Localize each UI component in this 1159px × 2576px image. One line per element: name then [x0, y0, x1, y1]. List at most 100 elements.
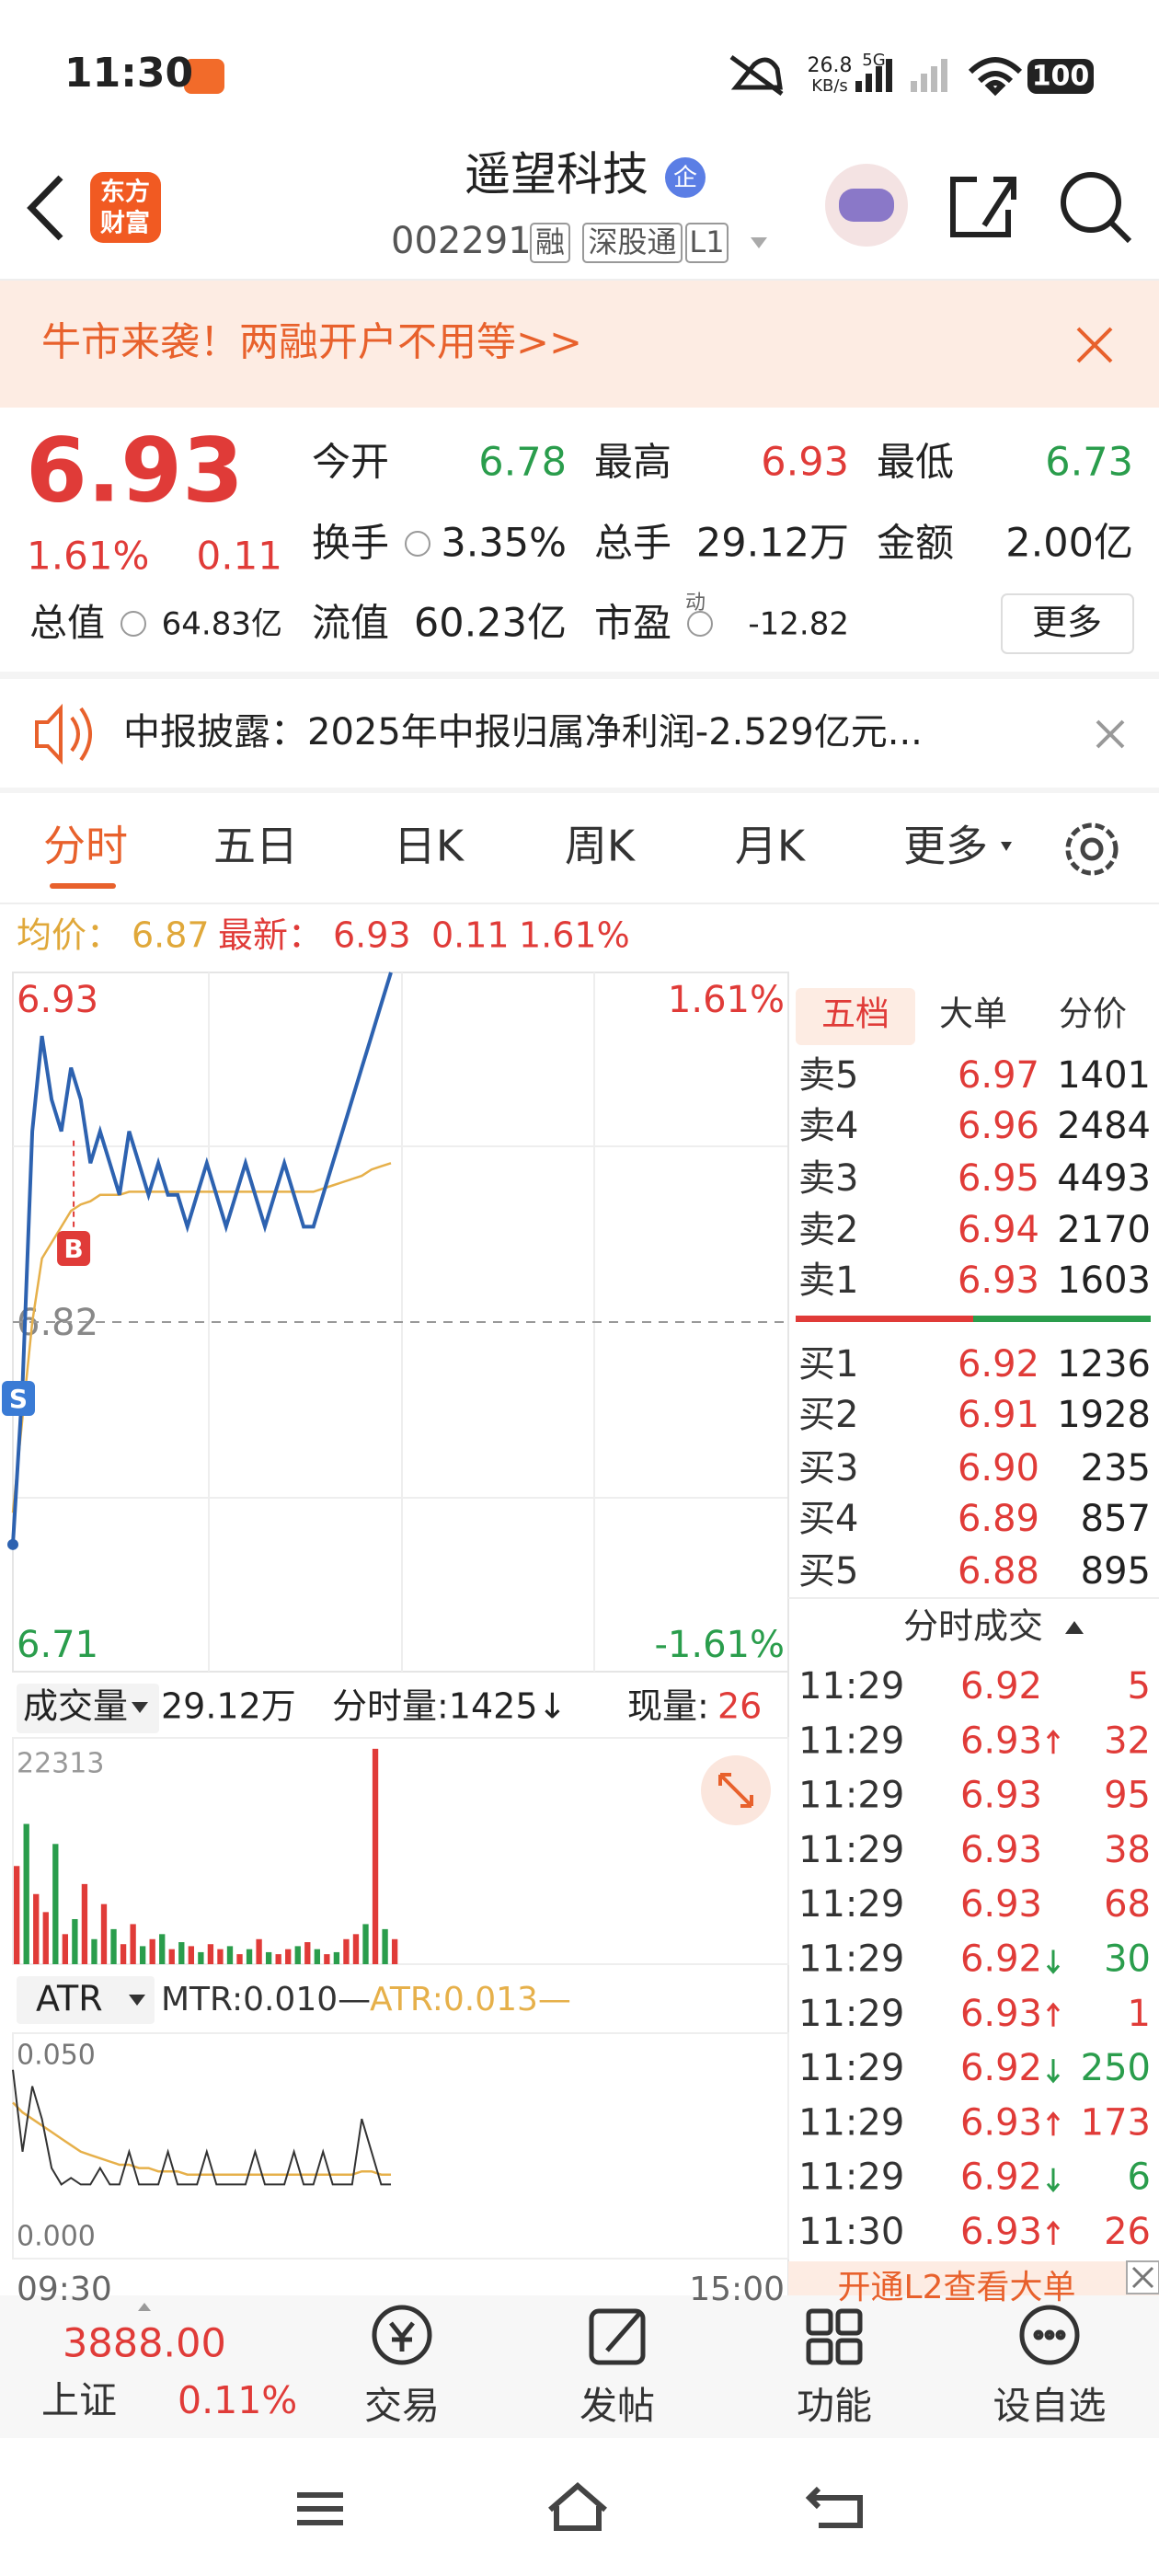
trade-arrow	[1046, 2168, 1061, 2193]
atr-value-label: ATR:0.013—	[370, 1981, 571, 2018]
trade-arrow	[1046, 2220, 1061, 2245]
net-speed-unit: KB/s	[811, 76, 848, 96]
info-item: 最新：	[218, 915, 323, 956]
trade-time: 11:29	[798, 1775, 904, 1817]
book-volume: 895	[1081, 1550, 1151, 1593]
tab[interactable]: 月K	[735, 822, 807, 871]
book-level: 卖4	[798, 1105, 858, 1147]
expand-button[interactable]	[701, 1755, 771, 1825]
tab[interactable]: 更多	[903, 822, 988, 871]
volume-label[interactable]: 成交量	[23, 1686, 128, 1727]
settings-button[interactable]	[1065, 822, 1119, 876]
info-item: 6.93	[333, 915, 411, 956]
volume-bar	[100, 1903, 108, 1964]
info-item: 6.87	[132, 915, 210, 956]
book-price: 6.94	[958, 1209, 1039, 1251]
sort-arrow[interactable]	[1065, 1621, 1084, 1634]
tab[interactable]: 分时	[43, 822, 128, 871]
volume-select[interactable]	[17, 1684, 159, 1733]
volume-bar	[265, 1951, 272, 1964]
trade-time: 11:29	[798, 1883, 904, 1926]
trade-volume: 32	[1104, 1719, 1151, 1762]
tag: 融	[535, 224, 565, 259]
trade-time: 11:29	[798, 2101, 904, 2144]
current-volume: 26	[717, 1686, 762, 1727]
signal-icon	[855, 59, 892, 92]
dropdown-arrow[interactable]	[751, 237, 767, 248]
tab[interactable]: 五日	[213, 822, 298, 871]
last-price: 6.93	[26, 419, 244, 522]
start-dot	[7, 1538, 18, 1550]
tab[interactable]: 周K	[565, 822, 637, 871]
volume-bar	[343, 1938, 350, 1964]
more-button[interactable]	[1001, 593, 1134, 654]
tag-box	[685, 223, 729, 263]
volume-bar	[275, 1954, 281, 1964]
field-value: 6.73	[1045, 440, 1133, 486]
pct-label: -1.61%	[654, 1624, 785, 1666]
book-level: 买1	[798, 1343, 858, 1386]
minute-volume: 分时量:1425↓	[332, 1686, 567, 1727]
change: 0.11	[196, 534, 282, 579]
tag: 深股通	[588, 224, 676, 259]
info-item: 1.61%	[519, 915, 630, 956]
banner-text[interactable]: 牛市来袭！两融开户不用等>>	[41, 320, 582, 366]
trade-time: 11:29	[798, 1665, 904, 1708]
field-label: 市盈	[594, 601, 671, 646]
field-sup: 动	[685, 592, 706, 615]
nav-item[interactable]: 设自选	[993, 2384, 1107, 2428]
trade-arrow	[1046, 1729, 1061, 1754]
tag: L1	[689, 224, 724, 259]
book-level: 买4	[798, 1498, 858, 1540]
trade-volume: 173	[1081, 2101, 1151, 2144]
tag-box	[530, 223, 570, 263]
book-price: 6.88	[958, 1550, 1039, 1593]
volume-bar	[246, 1949, 253, 1964]
notice-text[interactable]: 中报披露：2025年中报归属净利润-2.529亿元...	[123, 711, 923, 753]
trade-volume: 30	[1104, 1938, 1151, 1981]
nav-item[interactable]: 交易	[364, 2384, 440, 2428]
nav-item[interactable]: 功能	[797, 2384, 872, 2428]
volume-bar	[285, 1949, 292, 1964]
volume-bar	[168, 1949, 175, 1964]
atr-select[interactable]	[17, 1976, 155, 2024]
book-tab[interactable]: 五档	[821, 995, 889, 1034]
book-price: 6.92	[958, 1343, 1039, 1386]
dropdown-arrow	[129, 1995, 145, 2006]
trade-volume: 26	[1104, 2211, 1151, 2253]
promo-bg[interactable]	[788, 2261, 1159, 2295]
book-level: 卖2	[798, 1209, 858, 1251]
notice-close[interactable]	[1096, 719, 1125, 749]
back-button[interactable]	[27, 175, 63, 241]
volume-bar	[333, 1951, 340, 1964]
volume-frame	[12, 1737, 789, 1965]
trade-volume: 1	[1128, 1993, 1151, 2035]
logo-text: 东方	[100, 178, 150, 207]
banner-bg[interactable]	[0, 281, 1159, 408]
banner-close[interactable]	[1076, 327, 1113, 363]
trade-volume: 5	[1128, 1665, 1151, 1708]
index-pct[interactable]: 0.11%	[178, 2378, 297, 2422]
book-tab[interactable]: 大单	[939, 995, 1007, 1034]
volume-bar	[362, 1924, 369, 1964]
tab[interactable]: 日K	[394, 822, 465, 871]
volume-bar	[52, 1844, 59, 1964]
nav-item[interactable]: 发帖	[580, 2384, 655, 2428]
more-arrow[interactable]	[1001, 842, 1012, 851]
more-button-text[interactable]: 更多	[1032, 603, 1102, 643]
system-nav[interactable]	[297, 2482, 863, 2531]
volume-bar	[382, 1928, 388, 1964]
y-tick-label: 0.050	[17, 2040, 96, 2072]
atr-label[interactable]: ATR	[36, 1979, 103, 2019]
field-label: 流值	[312, 601, 389, 646]
book-tab[interactable]: 分价	[1059, 995, 1127, 1034]
index-name[interactable]: 上证	[41, 2378, 117, 2422]
volume-bar	[304, 1942, 311, 1964]
index-value[interactable]: 3888.00	[63, 2321, 226, 2367]
trade-price: 6.93	[960, 1883, 1042, 1926]
promo-text[interactable]: 开通L2查看大单	[838, 2269, 1076, 2306]
volume-bar	[33, 1893, 40, 1964]
share-button[interactable]	[950, 177, 1016, 237]
search-button[interactable]	[1061, 172, 1132, 244]
